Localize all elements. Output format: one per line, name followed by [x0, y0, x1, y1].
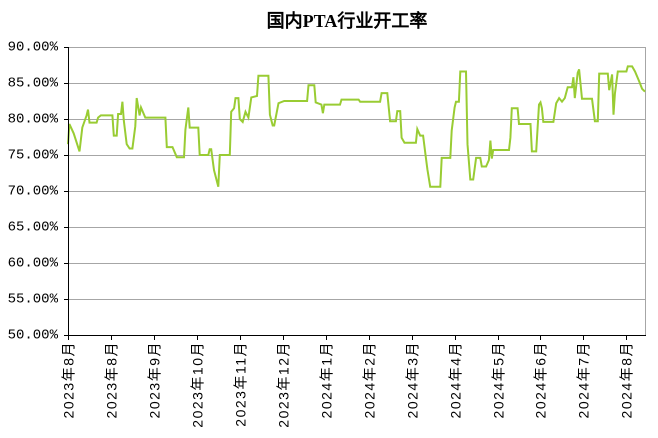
x-tick-label: 2024年6月	[533, 341, 549, 418]
y-tick-label: 75.00%	[8, 148, 59, 164]
chart-title: 国内PTA行业开工率	[267, 10, 428, 31]
y-tick-label: 85.00%	[8, 76, 59, 92]
x-tick-label: 2023年9月	[147, 341, 163, 418]
x-tick-label: 2024年2月	[362, 341, 378, 418]
x-tick-label: 2024年7月	[576, 341, 592, 418]
x-tick-label: 2024年8月	[619, 341, 635, 418]
y-tick-label: 70.00%	[8, 184, 59, 200]
x-tick-label: 2024年3月	[405, 341, 421, 418]
x-tick-label: 2023年12月	[276, 341, 292, 428]
x-tick-label: 2024年4月	[448, 341, 464, 418]
y-tick-label: 50.00%	[8, 328, 59, 344]
y-tick-label: 90.00%	[8, 40, 59, 56]
grid-layer	[68, 47, 646, 335]
label-layer: 90.00% 85.00% 80.00% 75.00% 70.00% 65.00% 60.0…	[8, 40, 635, 428]
x-tick-label: 2023年10月	[190, 341, 206, 428]
y-tick-label: 55.00%	[8, 292, 59, 308]
x-tick-label: 2024年5月	[491, 341, 507, 418]
series-line	[67, 65, 646, 188]
series-layer	[67, 65, 646, 188]
y-tick-label: 65.00%	[8, 220, 59, 236]
y-tick-label: 60.00%	[8, 256, 59, 272]
x-tick-label: 2023年8月	[61, 341, 77, 418]
x-tick-label: 2023年11月	[233, 341, 249, 427]
y-tick-label: 80.00%	[8, 112, 59, 128]
axis-layer	[64, 47, 646, 340]
x-tick-label: 2023年8月	[104, 341, 120, 418]
x-tick-label: 2024年1月	[319, 341, 335, 418]
